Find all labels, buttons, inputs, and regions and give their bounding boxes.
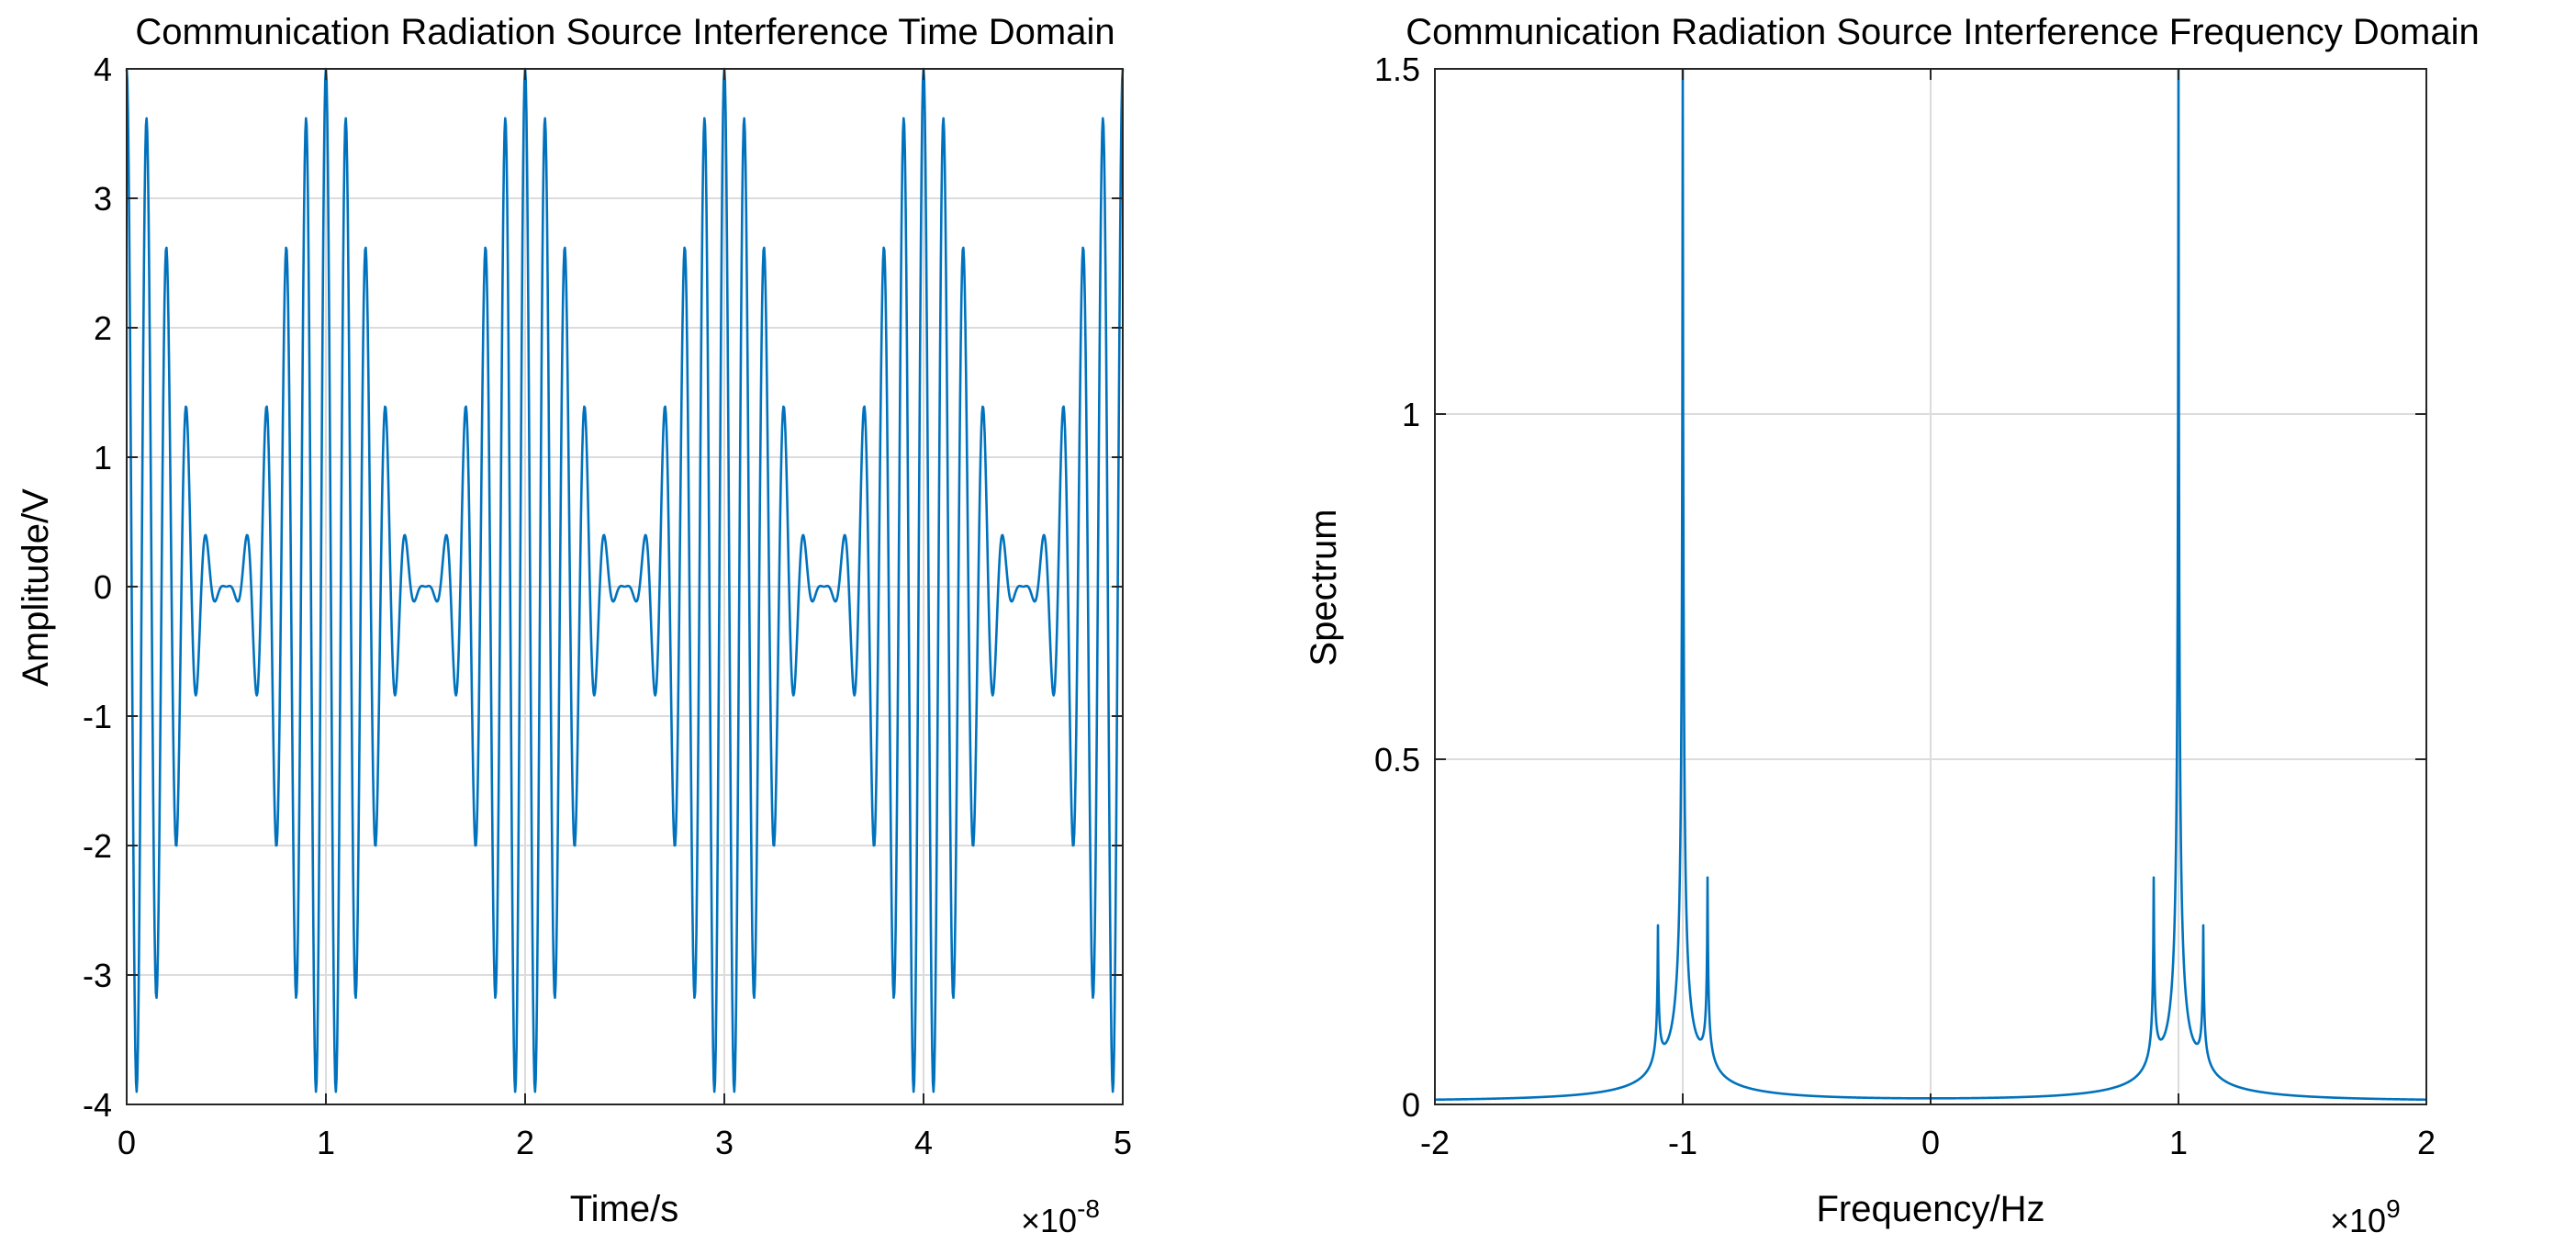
time-domain-chart: Communication Radiation Source Interfere… bbox=[16, 12, 1132, 1239]
time-domain-ytick-label: -4 bbox=[83, 1086, 112, 1124]
frequency-domain-x-exponent: 9 bbox=[2386, 1194, 2401, 1223]
time-domain-title: Communication Radiation Source Interfere… bbox=[135, 12, 1114, 52]
frequency-domain-peak-2 bbox=[1707, 910, 1708, 913]
frequency-domain-peak-4 bbox=[2178, 82, 2179, 84]
frequency-domain-xtick-label: -2 bbox=[1420, 1124, 1450, 1161]
frequency-domain-ytick-label: 1 bbox=[1402, 396, 1420, 433]
time-domain-ytick-label: -3 bbox=[83, 957, 112, 994]
frequency-domain-xtick-label: 2 bbox=[2417, 1124, 2436, 1161]
time-domain-x-multiplier: ×10 bbox=[1021, 1202, 1077, 1239]
frequency-domain-ticks: -2 -1 0 1 2 0 0.5 1 1.5 bbox=[1374, 50, 2436, 1161]
frequency-domain-xtick-label: -1 bbox=[1668, 1124, 1697, 1161]
time-domain-xtick-label: 1 bbox=[317, 1124, 335, 1161]
time-domain-xtick-label: 0 bbox=[118, 1124, 136, 1161]
time-domain-signal-line bbox=[125, 67, 1125, 1093]
frequency-domain-chart: Communication Radiation Source Interfere… bbox=[1304, 12, 2480, 1239]
time-domain-ytick-label: 2 bbox=[94, 309, 112, 347]
frequency-domain-ytick-label: 0.5 bbox=[1374, 741, 1420, 779]
time-domain-xtick-label: 2 bbox=[516, 1124, 534, 1161]
frequency-domain-x-multiplier: ×10 bbox=[2330, 1202, 2386, 1239]
frequency-domain-ytick-label: 0 bbox=[1402, 1086, 1420, 1124]
frequency-domain-grid bbox=[1434, 68, 2427, 1105]
time-domain-x-exponent: -8 bbox=[1077, 1194, 1100, 1223]
frequency-domain-peak-0 bbox=[1657, 958, 1659, 961]
time-domain-ytick-label: 3 bbox=[94, 180, 112, 218]
time-domain-ytick-label: 1 bbox=[94, 439, 112, 476]
frequency-domain-xtick-label: 0 bbox=[1921, 1124, 1940, 1161]
time-domain-xlabel: Time/s bbox=[570, 1189, 679, 1229]
time-domain-x-exponent-label: ×10-8 bbox=[1021, 1194, 1100, 1239]
frequency-domain-ytick-label: 1.5 bbox=[1374, 50, 1420, 88]
frequency-domain-x-exponent-label: ×109 bbox=[2330, 1194, 2401, 1239]
frequency-domain-ylabel: Spectrum bbox=[1304, 509, 1344, 666]
frequency-domain-peak-5 bbox=[2202, 958, 2204, 961]
frequency-domain-peak-1 bbox=[1682, 82, 1684, 84]
time-domain-xtick-label: 5 bbox=[1114, 1124, 1132, 1161]
time-domain-ylabel: Amplitude/V bbox=[16, 488, 56, 687]
time-domain-xtick-label: 3 bbox=[715, 1124, 734, 1161]
time-domain-ytick-label: -2 bbox=[83, 827, 112, 865]
time-domain-ticks: 0 1 2 3 4 5 -4 -3 -2 -1 0 1 2 3 4 bbox=[83, 50, 1132, 1161]
time-domain-ytick-label: -1 bbox=[83, 698, 112, 735]
time-domain-ytick-label: 4 bbox=[94, 50, 112, 88]
frequency-domain-xlabel: Frequency/Hz bbox=[1817, 1189, 2045, 1229]
frequency-domain-xtick-label: 1 bbox=[2169, 1124, 2188, 1161]
time-domain-xtick-label: 4 bbox=[914, 1124, 933, 1161]
frequency-domain-title: Communication Radiation Source Interfere… bbox=[1406, 12, 2479, 52]
frequency-domain-peak-3 bbox=[2153, 910, 2155, 913]
time-domain-ytick-label: 0 bbox=[94, 568, 112, 606]
